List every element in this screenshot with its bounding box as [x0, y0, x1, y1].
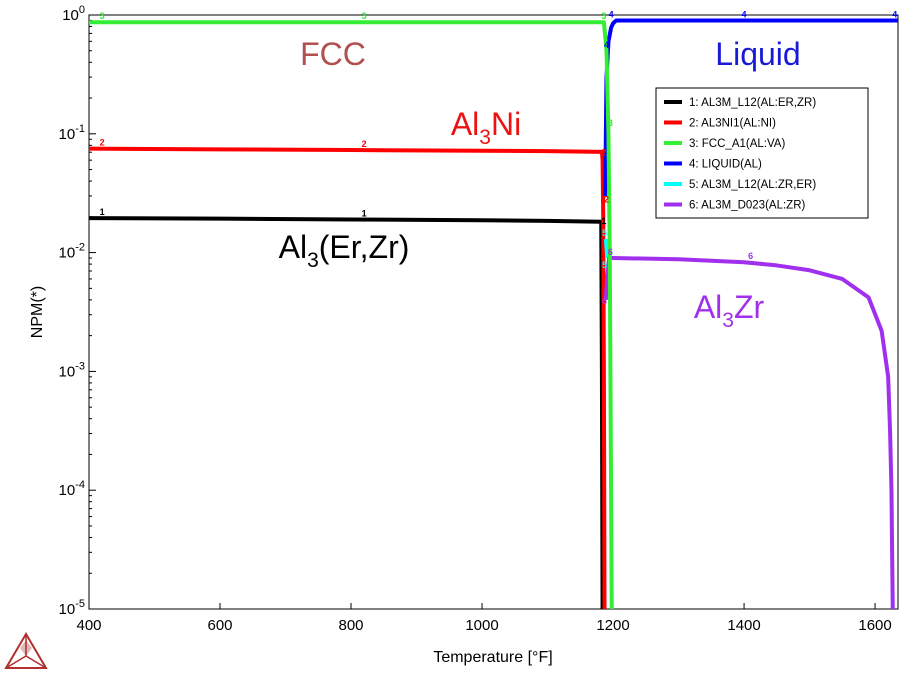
x-axis-title: Temperature [°F] [433, 649, 552, 666]
x-tick-label: 1600 [858, 617, 891, 634]
series-marker-4: 4 [609, 9, 614, 19]
annotation-part: Al [694, 289, 722, 325]
y-tick-exponent: -2 [75, 242, 85, 254]
logo-facet [20, 640, 32, 656]
annotation-2: Al3Ni [451, 106, 521, 149]
series-line-3 [89, 20, 614, 610]
series-marker-4: 4 [604, 40, 609, 50]
series-marker-2: 2 [601, 147, 606, 157]
legend: 1: AL3M_L12(AL:ER,ZR) 2: AL3NI1(AL:NI) 3: … [655, 87, 869, 219]
annotation-part: Ni [491, 106, 521, 142]
y-tick-label: 10-2 [59, 242, 85, 262]
series-marker-1: 1 [100, 207, 105, 217]
y-tick-exponent: 0 [79, 4, 85, 16]
series-marker-4: 4 [742, 9, 747, 19]
series-marker-2: 2 [604, 194, 609, 204]
logo-triangle [4, 632, 48, 669]
series-marker-3: 3 [608, 118, 613, 128]
series-marker-1: 1 [601, 216, 606, 226]
x-tick-label: 800 [339, 617, 364, 634]
annotation-part: Liquid [715, 36, 800, 72]
y-tick-base: 10 [59, 126, 76, 143]
y-tick-label: 10-4 [59, 479, 85, 499]
legend-label-3: 3: FCC_A1(AL:VA) [689, 138, 785, 150]
legend-label-5: 5: AL3M_L12(AL:ZR,ER) [689, 179, 816, 191]
series-marker-6: 6 [608, 247, 613, 257]
series-marker-3: 3 [601, 11, 606, 21]
series-marker-6: 6 [748, 251, 753, 261]
annotation-part: 3 [722, 309, 734, 332]
annotation-part: 3 [479, 126, 491, 149]
annotation-part: 3 [307, 249, 319, 272]
series-marker-5: 5 [602, 228, 607, 238]
series-marker-1: 1 [362, 208, 367, 218]
y-tick-exponent: -3 [75, 360, 85, 372]
y-tick-base: 10 [59, 601, 76, 618]
y-tick-exponent: -5 [75, 598, 85, 610]
y-tick-base: 10 [59, 363, 76, 380]
legend-box [655, 87, 869, 219]
series-marker-5: 5 [602, 260, 607, 270]
annotation-part: Al [279, 229, 307, 265]
series-marker-2: 2 [362, 139, 367, 149]
x-tick-label: 1400 [727, 617, 760, 634]
series-marker-3: 3 [362, 11, 367, 21]
annotation-4: Al3Zr [694, 289, 765, 332]
y-tick-exponent: -4 [75, 479, 85, 491]
y-tick-base: 10 [59, 482, 76, 499]
legend-label-2: 2: AL3NI1(AL:NI) [689, 118, 776, 130]
y-tick-label: 10-3 [59, 360, 85, 380]
series-line-5 [603, 238, 610, 259]
series-marker-2: 2 [100, 138, 105, 148]
thermo-calc-logo [4, 632, 48, 669]
y-tick-label: 10-1 [59, 123, 85, 143]
y-tick-label: 10-5 [59, 598, 85, 618]
annotation-part: (Er,Zr) [319, 229, 410, 265]
y-axis-title: NPM(*) [29, 286, 46, 338]
series-marker-4: 4 [892, 9, 897, 19]
x-axis-ticks: 400 600 800 1000 1200 1400 1600 [76, 603, 892, 634]
y-tick-base: 10 [59, 245, 76, 262]
y-tick-exponent: -1 [75, 123, 85, 135]
annotation-0: FCC [300, 36, 366, 72]
annotation-part: FCC [300, 36, 366, 72]
y-tick-base: 10 [62, 7, 79, 24]
y-tick-label: 100 [62, 4, 85, 24]
annotation-part: Zr [734, 289, 765, 325]
x-tick-label: 400 [76, 617, 101, 634]
legend-label-6: 6: AL3M_D023(AL:ZR) [689, 200, 806, 212]
legend-label-1: 1: AL3M_L12(AL:ER,ZR) [689, 97, 816, 109]
annotation-part: Al [451, 106, 479, 142]
series-marker-3: 3 [100, 11, 105, 21]
series-line-2 [88, 146, 607, 610]
x-tick-label: 600 [207, 617, 232, 634]
series-marker-6: 6 [602, 296, 607, 306]
annotation-3: Al3(Er,Zr) [279, 229, 410, 272]
legend-label-4: 4: LIQUID(AL) [689, 159, 762, 171]
series-lines [88, 18, 898, 610]
x-tick-label: 1200 [596, 617, 629, 634]
x-tick-label: 1000 [465, 617, 498, 634]
annotation-1: Liquid [715, 36, 800, 72]
